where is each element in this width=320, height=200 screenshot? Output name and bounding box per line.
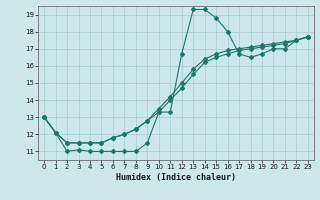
X-axis label: Humidex (Indice chaleur): Humidex (Indice chaleur) (116, 173, 236, 182)
